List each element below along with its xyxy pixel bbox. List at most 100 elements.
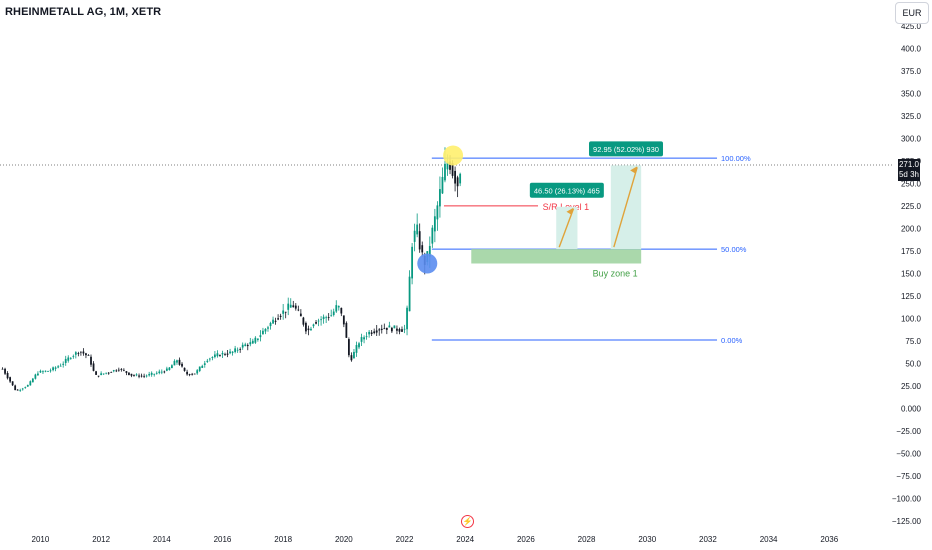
candle-body [198,366,201,371]
candle-body [317,320,320,322]
y-tick-label: 150.0 [901,269,922,278]
candle-body [173,360,176,366]
y-tick-label: 250.0 [901,179,922,188]
y-tick-label: −75.00 [896,472,921,481]
candle-body [4,368,6,374]
candle-body [277,318,280,320]
candle-body [383,328,386,330]
y-tick-label: 25.00 [901,382,922,391]
currency-button[interactable]: EUR [895,2,929,24]
y-tick-label: −25.00 [896,427,921,436]
candle-body [9,377,12,382]
candle-body [54,367,57,369]
candle-body [236,349,239,351]
candle-body [186,371,188,375]
buy-zone-box [471,249,642,264]
chart-title: RHEINMETALL AG, 1M, XETR [5,6,162,18]
candle-body [158,371,161,374]
y-tick-label: 425.0 [901,22,922,31]
candle-body [79,351,82,353]
candle-body [401,329,403,332]
candle-body [345,322,348,338]
candle-body [449,161,451,170]
candle-body [340,307,343,314]
candle-body [216,353,219,357]
projection-label: 46.50 (26.13%) 465 [534,186,600,195]
candle-body [297,309,300,311]
time-axis: 2010 2012 2014 2016 2018 2020 2022 2024 2026 2028… [32,535,839,544]
candle-body [388,325,391,328]
candle-body [208,358,211,360]
candle-body [355,345,358,353]
top-marker [443,145,464,166]
candle-body [416,224,419,235]
x-tick-label: 2014 [153,535,171,544]
bottom-marker [417,253,438,274]
candle-body [181,363,183,367]
candle-body [363,337,365,340]
candle-body [229,351,231,354]
candle-body [224,353,226,355]
x-tick-label: 2028 [578,535,596,544]
candle-body [115,370,118,372]
candle-body [337,306,340,308]
candle-body [393,325,396,329]
y-tick-label: 350.0 [901,89,922,98]
y-tick-label: 325.0 [901,112,922,121]
projection-label-box [529,182,604,198]
candle-body [85,353,87,356]
candle-body [360,337,363,342]
candle-body [1,368,4,370]
y-tick-label: −100.00 [892,494,922,503]
candle-body [100,373,103,375]
candle-body [299,313,302,317]
candle-body [375,330,378,333]
candle-body [365,336,368,338]
candle-body [95,371,97,375]
x-tick-label: 2034 [760,535,778,544]
candle-body [110,371,113,373]
candle-body [259,335,262,338]
candle-body [49,370,52,372]
candle-body [163,371,166,373]
candle-body [57,366,60,368]
projection-arrow [613,167,638,248]
candle-body [249,342,252,345]
candle-body [183,367,186,371]
candle-body [120,368,123,370]
candle-body [206,360,209,362]
candle-body [133,375,135,376]
candle-body [128,372,130,375]
candle-body [145,375,148,377]
candle-body [284,311,287,313]
candle-body [138,375,140,377]
projection-arrow [558,208,575,248]
candle-body [14,385,17,391]
candle-body [431,227,434,244]
candle-body [117,369,120,371]
candle-body [408,276,411,312]
last-price-value: 271.0 [898,160,920,169]
candle-body [294,305,297,309]
candle-body [446,161,449,170]
x-tick-label: 2016 [214,535,232,544]
candle-body [213,354,216,358]
candle-body [52,367,54,371]
candle-body [87,355,90,356]
x-tick-label: 2032 [699,535,717,544]
candle-body [264,328,267,332]
candle-body [148,374,151,376]
candle-body [188,374,191,376]
candle-body [143,375,146,377]
candle-body [269,322,272,327]
candle-body [302,317,305,325]
candle-body [411,246,414,279]
candle-body [69,358,72,360]
fib-level-label: 0.00% [721,336,743,345]
candle-body [267,327,269,329]
candle-body [231,351,234,353]
lightning-icon[interactable]: ⚡ [461,515,474,528]
y-tick-label: −125.00 [892,517,922,526]
